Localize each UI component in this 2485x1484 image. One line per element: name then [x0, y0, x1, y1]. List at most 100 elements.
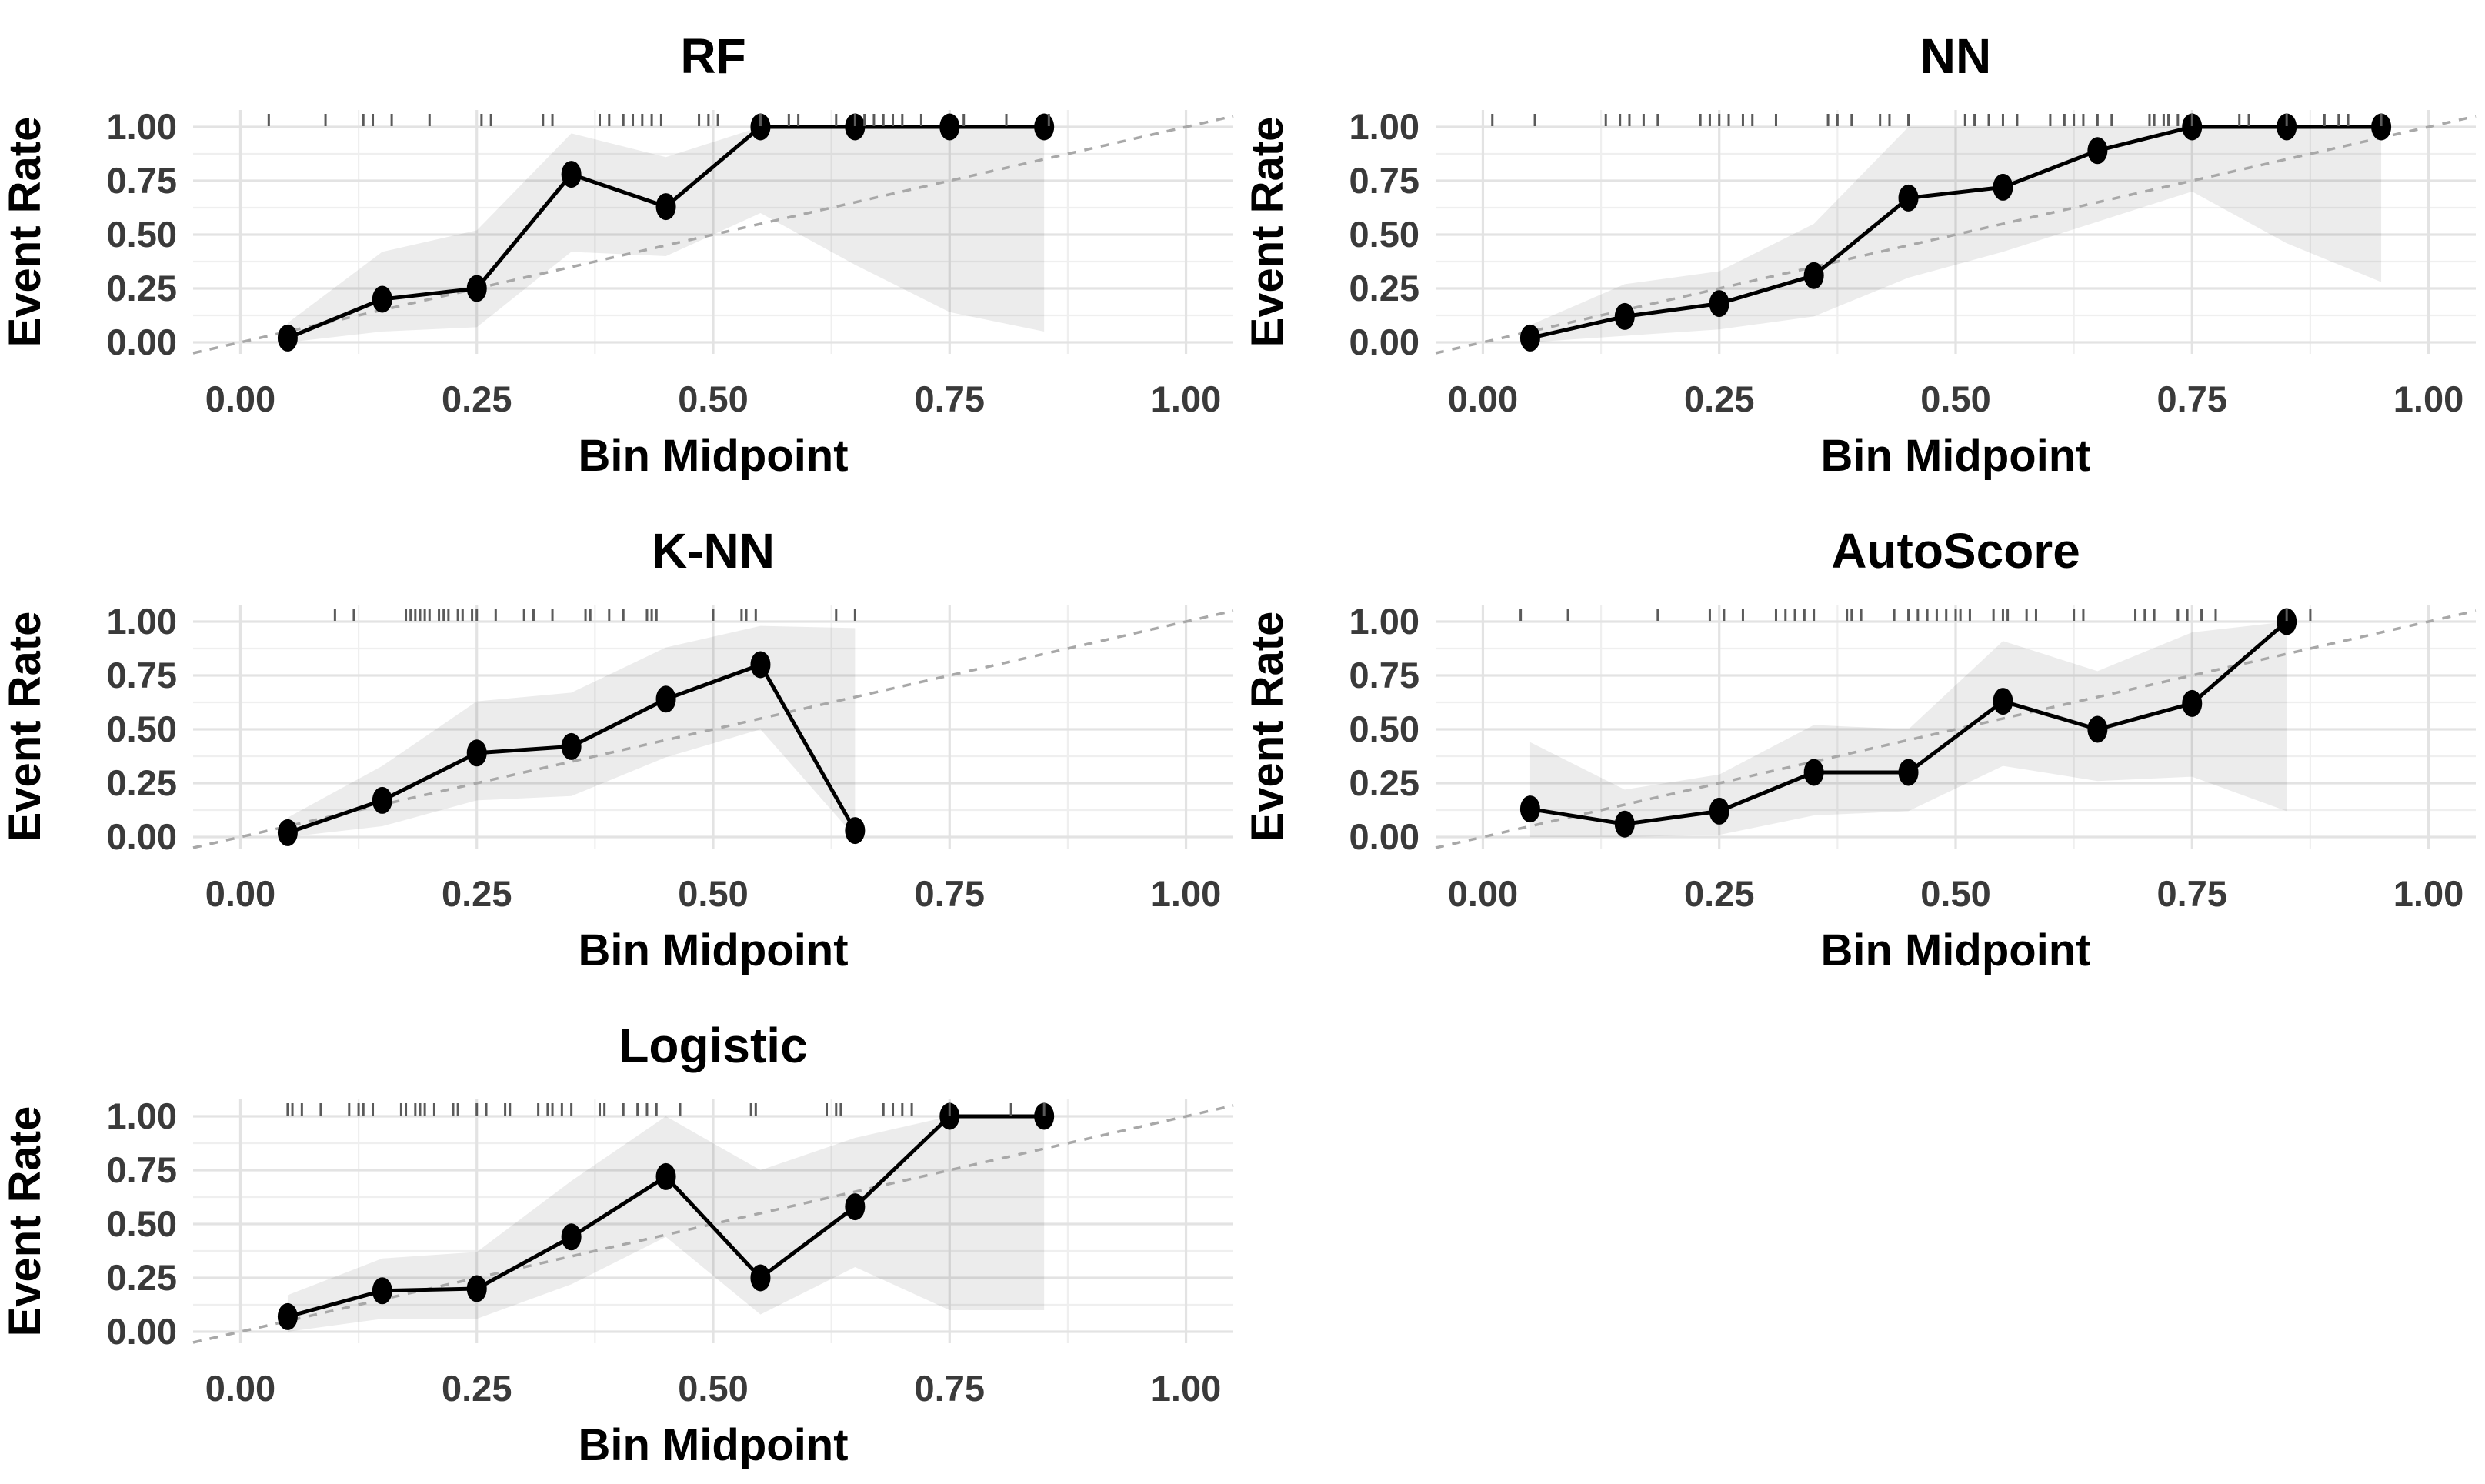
y-axis-label: Event Rate: [0, 1106, 50, 1337]
data-point: [845, 113, 866, 141]
data-point: [1034, 1102, 1055, 1130]
data-point: [655, 193, 676, 221]
data-point: [2182, 113, 2203, 141]
x-tick-label: 0.25: [442, 379, 512, 419]
data-point: [750, 113, 771, 141]
x-axis-label: Bin Midpoint: [1820, 431, 2090, 481]
y-tick-label: 0.75: [1349, 160, 1419, 201]
subplot-nn: 0.00 0.25 0.50 0.75 1.00 0.00 0.25 0.50 0.75 1.00…: [1242, 0, 2485, 495]
y-axis-label: Event Rate: [0, 612, 50, 842]
data-point: [1519, 795, 1540, 823]
chart-autoscore: 0.00 0.25 0.50 0.75 1.00 0.00 0.25 0.50 0.75 1.00…: [1242, 523, 2477, 975]
x-tick-label: 0.00: [1448, 379, 1518, 419]
x-tick-label: 0.25: [442, 873, 512, 914]
data-point: [277, 819, 298, 846]
y-axis-label: Event Rate: [0, 117, 50, 348]
x-tick-label: 0.00: [1448, 873, 1518, 914]
subplot-knn: 0.00 0.25 0.50 0.75 1.00 0.00 0.25 0.50 0.75 1.00…: [0, 495, 1242, 989]
x-tick-label: 0.50: [1920, 379, 1990, 419]
data-point: [1993, 173, 2013, 201]
x-tick-label: 0.25: [442, 1368, 512, 1409]
data-point: [750, 1264, 771, 1292]
plot-title: Logistic: [619, 1018, 807, 1073]
x-tick-label: 0.50: [678, 873, 748, 914]
data-point: [2087, 137, 2108, 165]
y-tick-label: 0.75: [107, 160, 177, 201]
data-point: [2087, 715, 2108, 743]
x-tick-label: 0.75: [915, 379, 985, 419]
x-tick-label: 0.00: [205, 873, 275, 914]
x-tick-label: 1.00: [1151, 873, 1221, 914]
chart-logistic: 0.00 0.25 0.50 0.75 1.00 0.00 0.25 0.50 0.75 1.00…: [0, 1018, 1234, 1470]
data-point: [372, 1277, 392, 1305]
data-point: [277, 324, 298, 352]
x-tick-label: 0.75: [915, 873, 985, 914]
data-point: [1614, 810, 1635, 838]
x-tick-label: 1.00: [1151, 379, 1221, 419]
y-tick-label: 0.00: [107, 1311, 177, 1352]
data-point: [1034, 113, 1055, 141]
data-point: [1519, 324, 1540, 352]
data-point: [1709, 290, 1729, 318]
data-point: [939, 113, 960, 141]
data-point: [1614, 302, 1635, 330]
data-point: [750, 651, 771, 679]
data-point: [1898, 759, 1919, 786]
data-point: [939, 1102, 960, 1130]
x-tick-label: 0.50: [678, 379, 748, 419]
x-tick-label: 0.50: [1920, 873, 1990, 914]
y-tick-label: 0.50: [107, 1203, 177, 1244]
y-tick-label: 0.00: [1349, 816, 1419, 857]
x-axis-label: Bin Midpoint: [1820, 925, 2090, 975]
data-point: [466, 739, 487, 767]
data-point: [561, 1223, 582, 1251]
plot-title: RF: [680, 28, 746, 84]
y-tick-label: 0.25: [107, 762, 177, 803]
plot-title: K-NN: [652, 523, 775, 579]
plot-title: AutoScore: [1831, 523, 2080, 579]
data-point: [655, 1162, 676, 1190]
data-point: [1803, 262, 1824, 289]
y-tick-label: 0.25: [107, 1257, 177, 1298]
y-tick-label: 0.50: [107, 709, 177, 749]
data-point: [1709, 797, 1729, 825]
y-tick-label: 0.25: [1349, 268, 1419, 308]
subplot-autoscore: 0.00 0.25 0.50 0.75 1.00 0.00 0.25 0.50 0.75 1.00…: [1242, 495, 2485, 989]
y-tick-label: 1.00: [107, 601, 177, 642]
x-tick-label: 1.00: [1151, 1368, 1221, 1409]
data-point: [1803, 759, 1824, 786]
y-tick-label: 0.00: [1349, 322, 1419, 362]
y-tick-label: 0.50: [1349, 214, 1419, 255]
y-tick-label: 0.25: [1349, 762, 1419, 803]
empty-panel: [1242, 989, 2485, 1484]
x-tick-label: 0.75: [915, 1368, 985, 1409]
subplot-rf: 0.00 0.25 0.50 0.75 1.00 0.00 0.25 0.50 0.75 1.00…: [0, 0, 1242, 495]
data-point: [372, 285, 392, 313]
y-tick-label: 1.00: [107, 106, 177, 147]
chart-knn: 0.00 0.25 0.50 0.75 1.00 0.00 0.25 0.50 0.75 1.00…: [0, 523, 1234, 975]
data-point: [561, 732, 582, 760]
chart-nn: 0.00 0.25 0.50 0.75 1.00 0.00 0.25 0.50 0.75 1.00…: [1242, 28, 2477, 481]
y-tick-label: 0.75: [107, 1149, 177, 1190]
y-axis-label: Event Rate: [1242, 117, 1293, 348]
chart-rf: 0.00 0.25 0.50 0.75 1.00 0.00 0.25 0.50 0.75 1.00…: [0, 28, 1234, 481]
x-tick-label: 0.75: [2157, 379, 2227, 419]
y-tick-label: 0.75: [107, 655, 177, 695]
data-point: [2277, 608, 2297, 635]
data-point: [466, 1275, 487, 1302]
data-point: [2277, 113, 2297, 141]
data-point: [845, 817, 866, 845]
x-axis-label: Bin Midpoint: [578, 1420, 848, 1470]
data-point: [655, 685, 676, 713]
calibration-line: [1528, 125, 2383, 340]
data-point: [1993, 688, 2013, 715]
confidence-ribbon: [287, 625, 856, 837]
x-tick-label: 0.25: [1684, 873, 1754, 914]
data-point: [561, 161, 582, 188]
x-axis-label: Bin Midpoint: [578, 431, 848, 481]
data-point: [1898, 184, 1919, 212]
x-axis-label: Bin Midpoint: [578, 925, 848, 975]
y-tick-label: 1.00: [1349, 106, 1419, 147]
data-point: [277, 1302, 298, 1330]
